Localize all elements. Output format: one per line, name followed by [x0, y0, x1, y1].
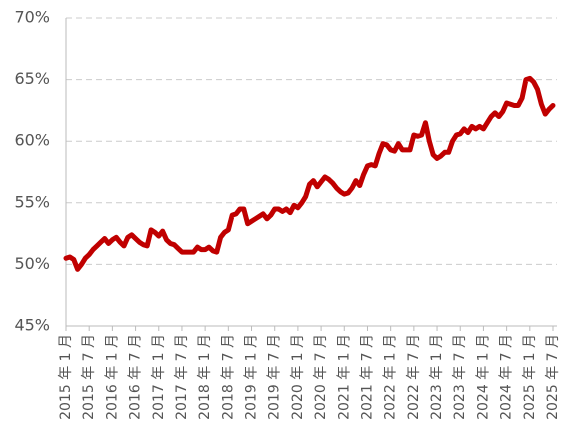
- x-tick-label: 2019 年 7 月: [267, 334, 283, 420]
- y-tick-label: 60%: [14, 131, 50, 150]
- x-tick-label: 2018 年 7 月: [220, 334, 236, 420]
- data-line: [63, 75, 556, 272]
- x-tick-label: 2023 年 1 月: [429, 334, 445, 420]
- x-tick-label: 2023 年 7 月: [452, 334, 468, 420]
- x-tick-label: 2015 年 7 月: [81, 334, 97, 420]
- x-tick-label: 2016 年 1 月: [104, 334, 120, 420]
- x-tick-label: 2025 年 1 月: [522, 334, 538, 420]
- x-tick-label: 2016 年 7 月: [128, 334, 144, 420]
- y-tick-label: 55%: [14, 192, 50, 211]
- x-tick-label: 2024 年 7 月: [499, 334, 515, 420]
- y-tick-label: 45%: [14, 316, 50, 335]
- x-tick-label: 2018 年 1 月: [197, 334, 213, 420]
- x-tick-label: 2020 年 1 月: [290, 334, 306, 420]
- y-tick-label: 50%: [14, 254, 50, 273]
- x-tick-label: 2019 年 1 月: [244, 334, 260, 420]
- x-tick-label: 2017 年 1 月: [151, 334, 167, 420]
- x-tick-label: 2022 年 7 月: [406, 334, 422, 420]
- x-tick-label: 2025 年 7 月: [545, 334, 561, 420]
- x-tick-label: 2021 年 1 月: [336, 334, 352, 420]
- x-tick-label: 2017 年 7 月: [174, 334, 190, 420]
- x-tick-label: 2021 年 7 月: [359, 334, 375, 420]
- y-tick-label: 70%: [14, 8, 50, 27]
- x-tick-label: 2024 年 1 月: [475, 334, 491, 420]
- x-tick-label: 2022 年 1 月: [383, 334, 399, 420]
- y-tick-label: 65%: [14, 69, 50, 88]
- x-tick-label: 2020 年 7 月: [313, 334, 329, 420]
- x-tick-label: 2015 年 1 月: [58, 334, 74, 420]
